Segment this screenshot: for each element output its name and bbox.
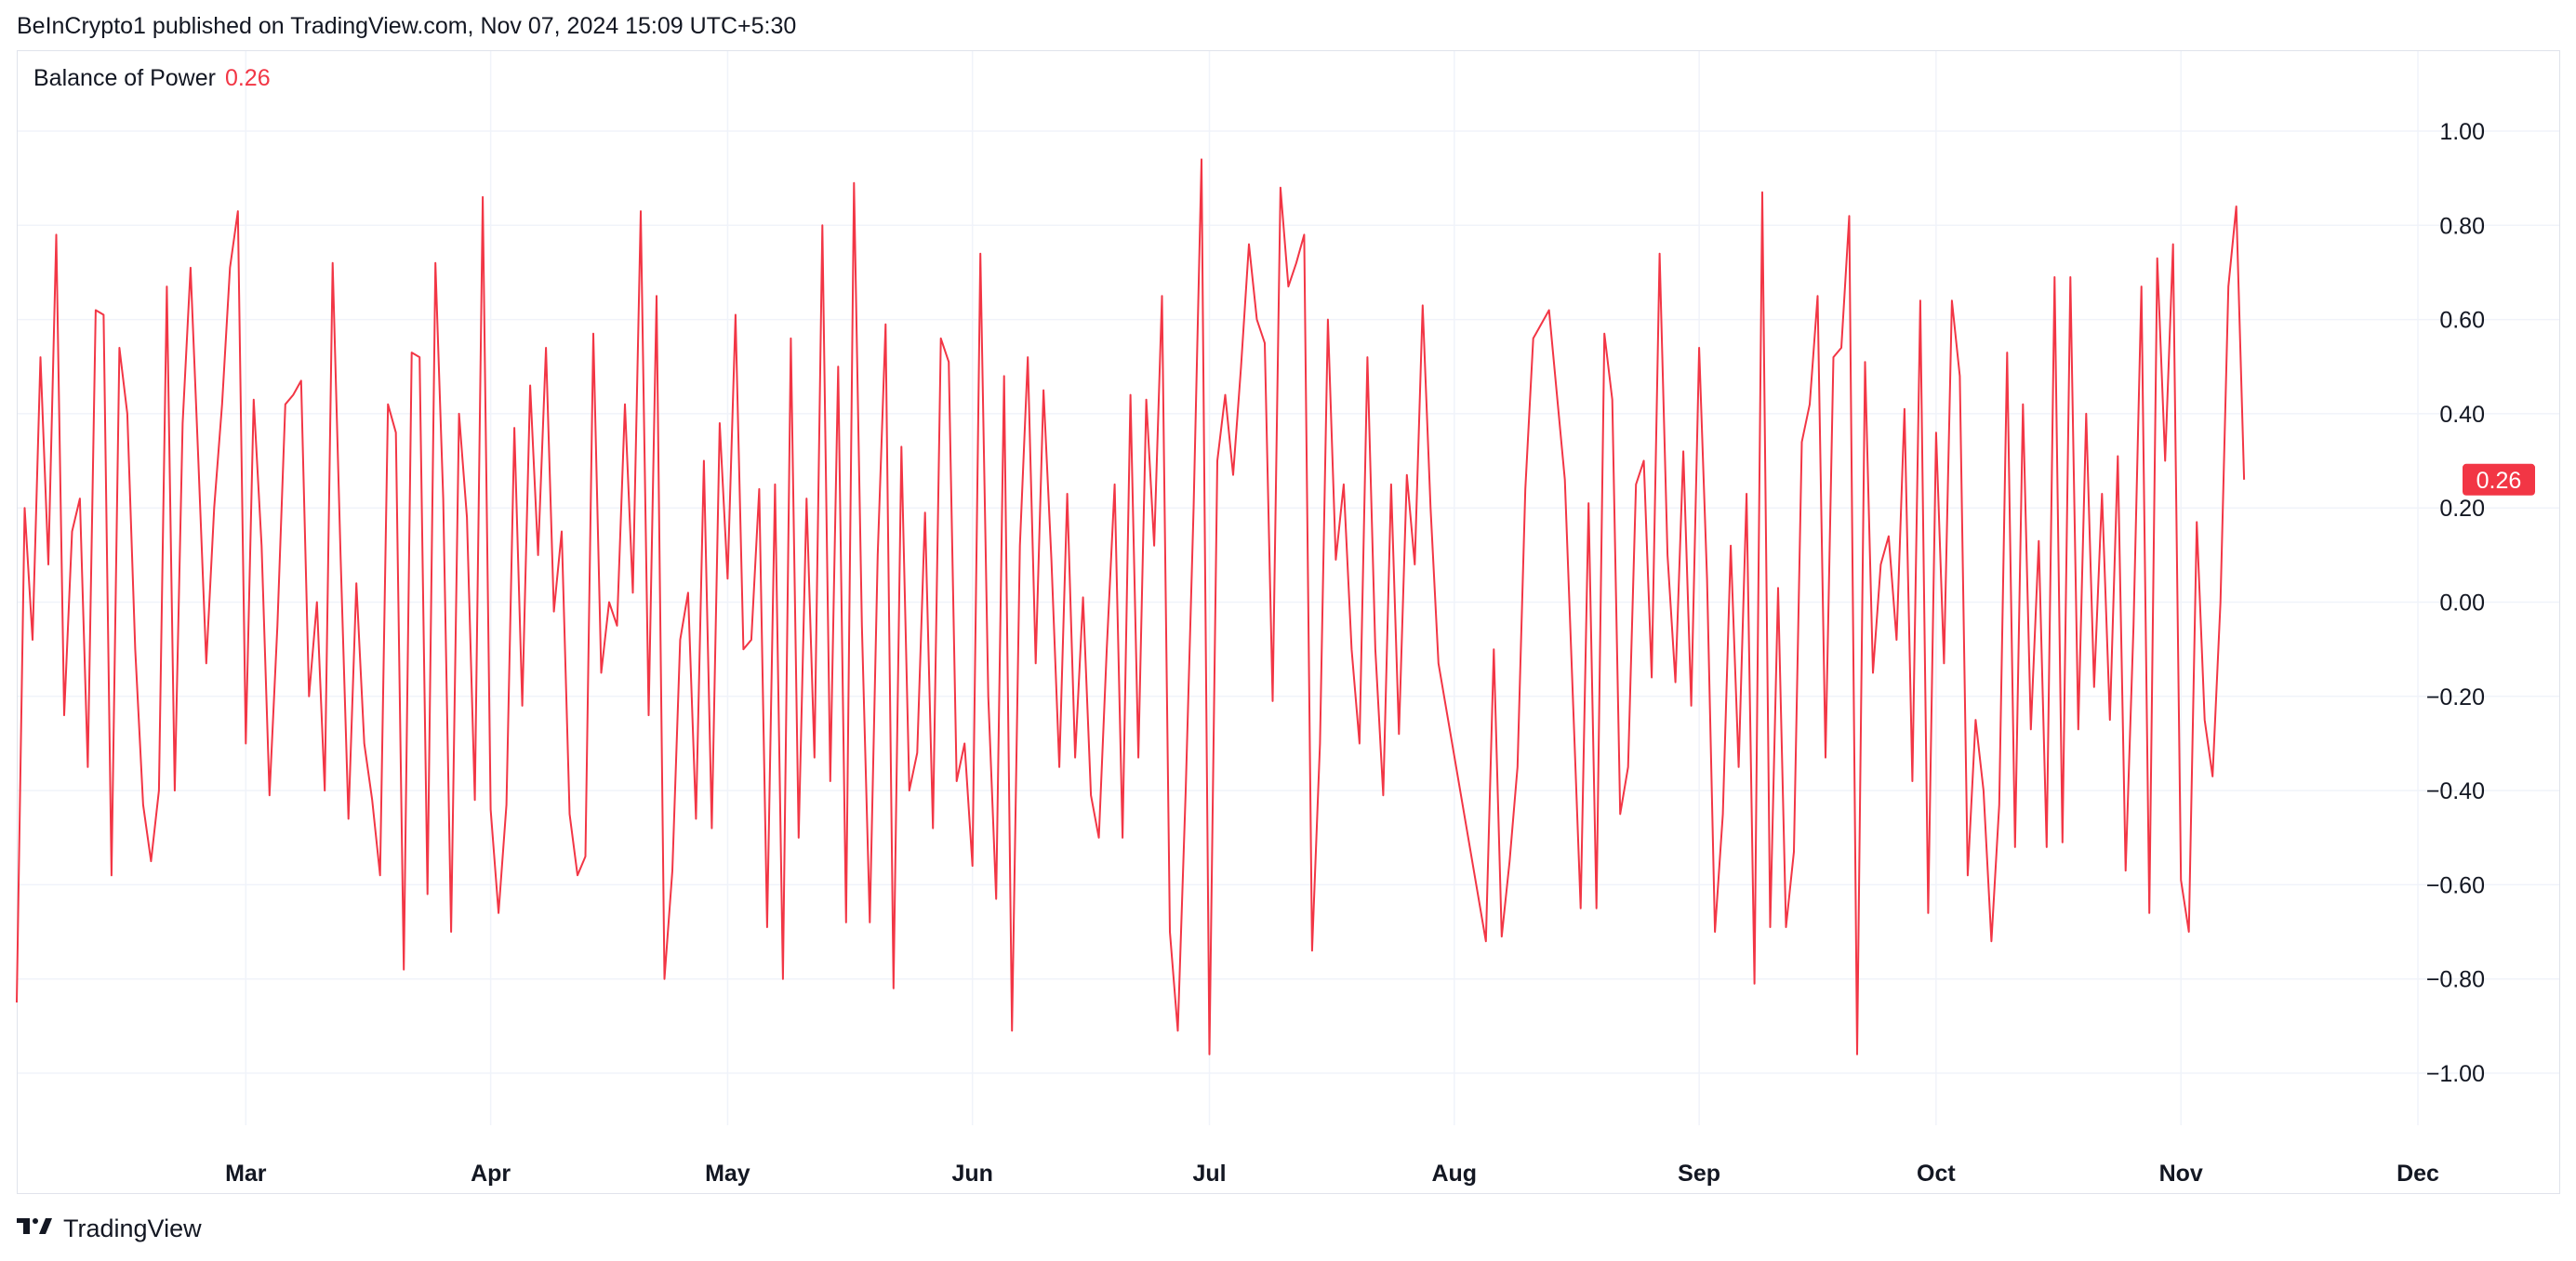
y-tick-label: 0.40 (2439, 402, 2485, 428)
x-tick-label: Jun (951, 1161, 992, 1187)
y-tick-label: −0.60 (2426, 872, 2485, 898)
series-line (16, 158, 2246, 1055)
indicator-title: Balance of Power (33, 65, 216, 91)
y-tick-label: 1.00 (2439, 119, 2485, 145)
x-tick-label: May (705, 1161, 750, 1187)
tradingview-logo-icon (17, 1216, 54, 1241)
y-tick-label: 0.60 (2439, 308, 2485, 334)
x-axis: Mar Apr May Jun Jul Aug Sep Oct Nov Dec (225, 1161, 2439, 1187)
x-tick-label: Nov (2159, 1161, 2203, 1187)
x-tick-label: Oct (1917, 1161, 1956, 1187)
y-tick-label: −0.20 (2426, 684, 2485, 710)
footer-brand: TradingView (63, 1215, 202, 1242)
series-layer (16, 158, 2246, 1055)
y-tick-label: −1.00 (2426, 1061, 2485, 1087)
y-tick-label: 0.80 (2439, 213, 2485, 239)
y-tick-label: −0.40 (2426, 778, 2485, 804)
grid-lines (18, 51, 2559, 1125)
last-value-label: 0.26 (2476, 468, 2522, 494)
indicator-legend[interactable]: Balance of Power 0.26 (33, 65, 271, 92)
x-tick-label: Aug (1431, 1161, 1477, 1187)
x-tick-label: Dec (2397, 1161, 2439, 1187)
y-axis: 1.00 0.80 0.60 0.40 0.20 0.00 −0.20 −0.40 −0.60 −… (2426, 119, 2485, 1087)
x-tick-label: Jul (1192, 1161, 1226, 1187)
y-tick-label: 0.20 (2439, 496, 2485, 522)
x-tick-label: Sep (1678, 1161, 1720, 1187)
last-value-badge (2463, 463, 2535, 496)
publisher-caption: BeInCrypto1 published on TradingView.com… (17, 13, 797, 39)
footer[interactable]: TradingView (17, 1215, 202, 1243)
x-tick-label: Mar (225, 1161, 267, 1187)
y-tick-label: −0.80 (2426, 967, 2485, 993)
y-tick-label: 0.00 (2439, 591, 2485, 617)
x-tick-label: Apr (471, 1161, 511, 1187)
chart-frame (17, 50, 2560, 1194)
last-value-marker: 0.26 (2463, 463, 2535, 496)
indicator-value: 0.26 (224, 65, 271, 91)
